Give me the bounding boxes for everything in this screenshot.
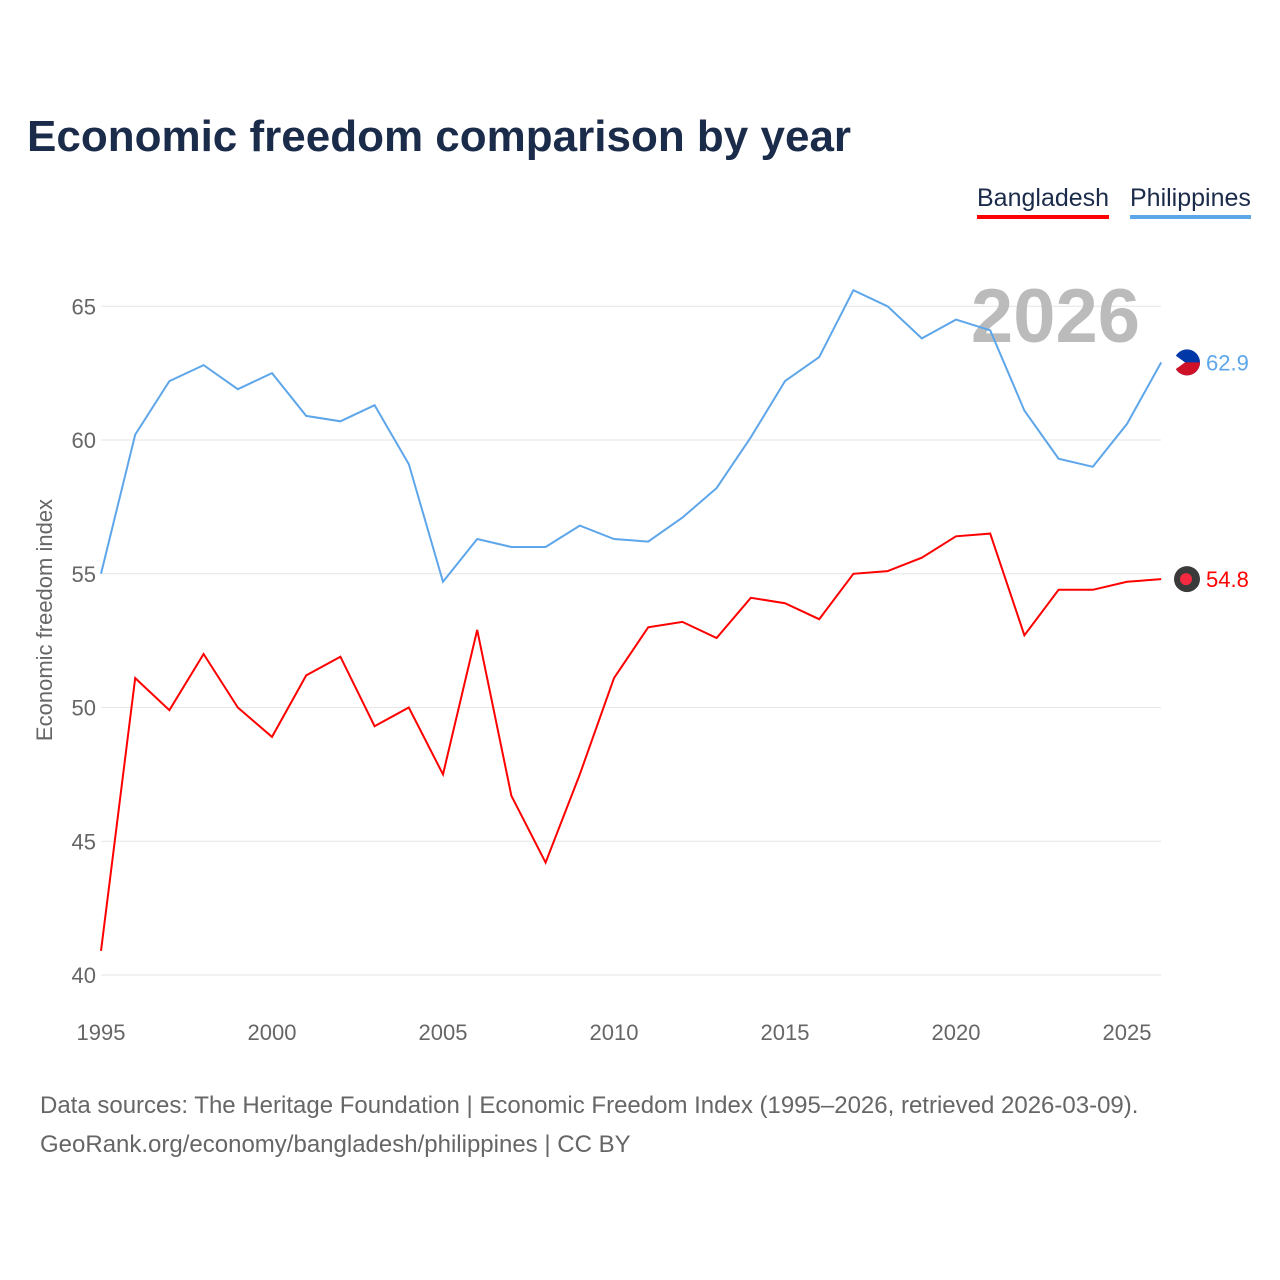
y-axis-label: Economic freedom index <box>32 499 57 741</box>
x-tick-label: 1995 <box>77 1020 126 1045</box>
y-tick-label: 45 <box>72 829 96 854</box>
chart-title: Economic freedom comparison by year <box>27 112 852 161</box>
y-tick-label: 40 <box>72 963 96 988</box>
x-tick-label: 2010 <box>590 1020 639 1045</box>
data-source-text: Data sources: The Heritage Foundation | … <box>40 1092 1139 1119</box>
x-tick-label: 2015 <box>761 1020 810 1045</box>
y-tick-label: 55 <box>72 562 96 587</box>
y-tick-label: 50 <box>72 696 96 721</box>
source-url-text[interactable]: GeoRank.org/economy/bangladesh/philippin… <box>40 1131 631 1158</box>
x-tick-label: 2005 <box>419 1020 468 1045</box>
series-line-philippines <box>100 288 1163 584</box>
legend-bangladesh[interactable]: Bangladesh <box>977 184 1110 219</box>
series-line-bangladesh <box>100 532 1162 952</box>
x-tick-label: 2020 <box>932 1020 981 1045</box>
y-tick-label: 65 <box>72 294 96 319</box>
end-value-label: 62.9 <box>1206 350 1249 375</box>
end-value-label: 54.8 <box>1206 567 1249 592</box>
legend-philippines[interactable]: Philippines <box>1130 184 1251 219</box>
x-tick-label: 2025 <box>1103 1020 1152 1045</box>
y-tick-label: 60 <box>72 428 96 453</box>
x-tick-label: 2000 <box>248 1020 297 1045</box>
year-watermark: 2026 <box>971 274 1140 359</box>
footer: Data sources: The Heritage Foundation | … <box>40 1086 1138 1164</box>
